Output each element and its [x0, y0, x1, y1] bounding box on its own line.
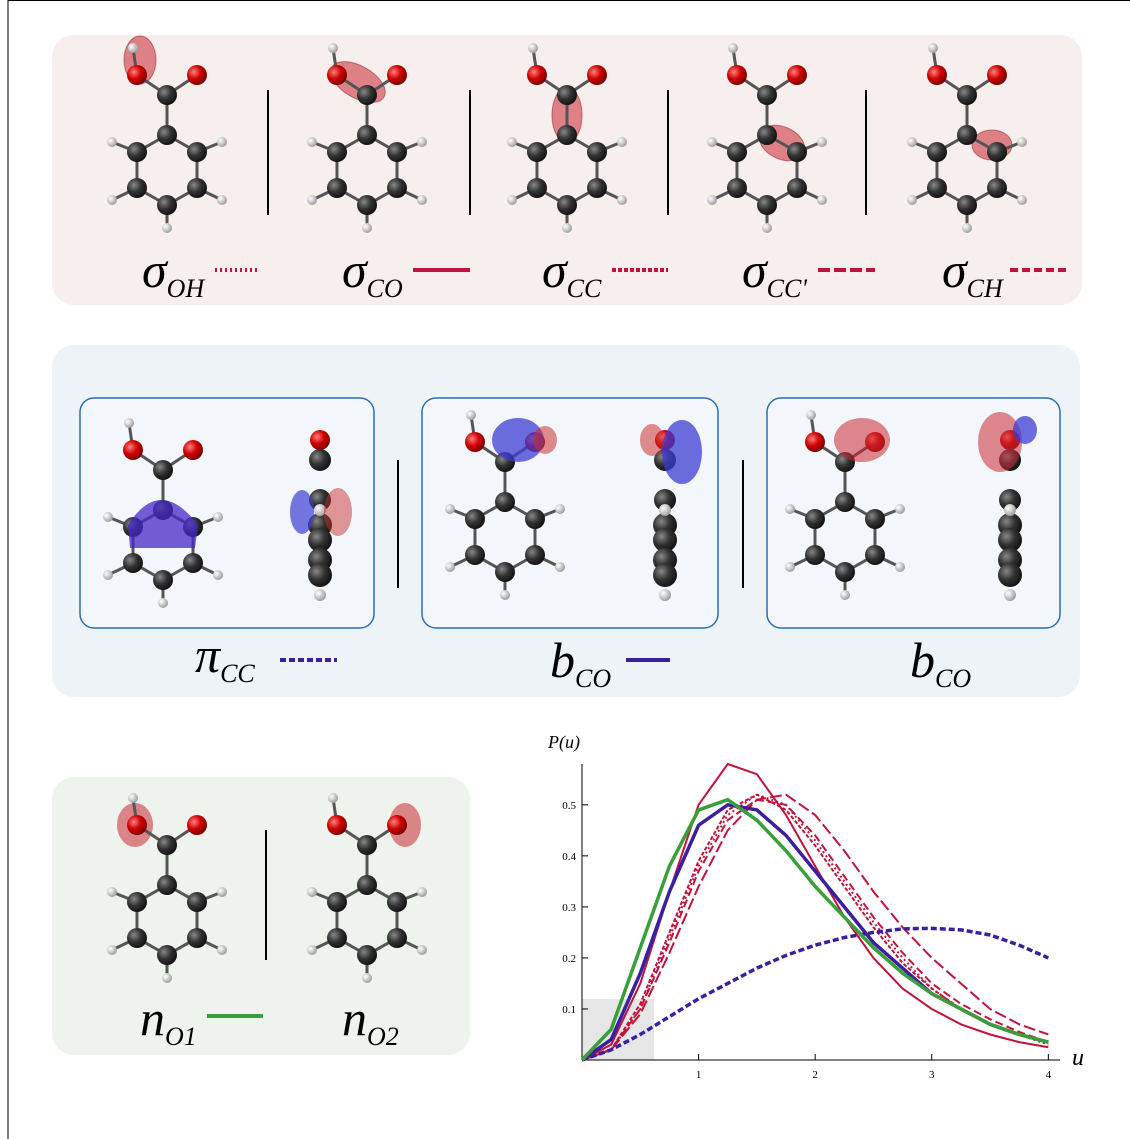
x-tick-label: 3 [929, 1069, 935, 1081]
plot: P(u) u 1 2 3 4 0.1 0.2 0.3 0.4 0.5 [547, 732, 1084, 1081]
x-tick-label: 2 [812, 1069, 818, 1081]
n-panel: nO1 nO2 [52, 777, 470, 1055]
figure: σOH σCO σCC σCC' σCH πCC bCO bCO nO1 nO2… [0, 0, 1130, 1139]
y-tick-label: 0.1 [562, 1004, 576, 1016]
y-tick-label: 0.2 [562, 953, 576, 965]
x-tick-label: 4 [1046, 1069, 1052, 1081]
pi-panel: πCC bCO bCO [52, 345, 1080, 697]
y-axis-label: P(u) [547, 732, 580, 753]
x-tick-label: 1 [696, 1069, 702, 1081]
sigma-panel: σOH σCO σCC σCC' σCH [52, 35, 1082, 305]
y-tick-label: 0.4 [562, 851, 576, 863]
x-axis-label: u [1072, 1045, 1084, 1071]
y-tick-label: 0.3 [562, 902, 576, 914]
y-tick-label: 0.5 [562, 800, 576, 812]
